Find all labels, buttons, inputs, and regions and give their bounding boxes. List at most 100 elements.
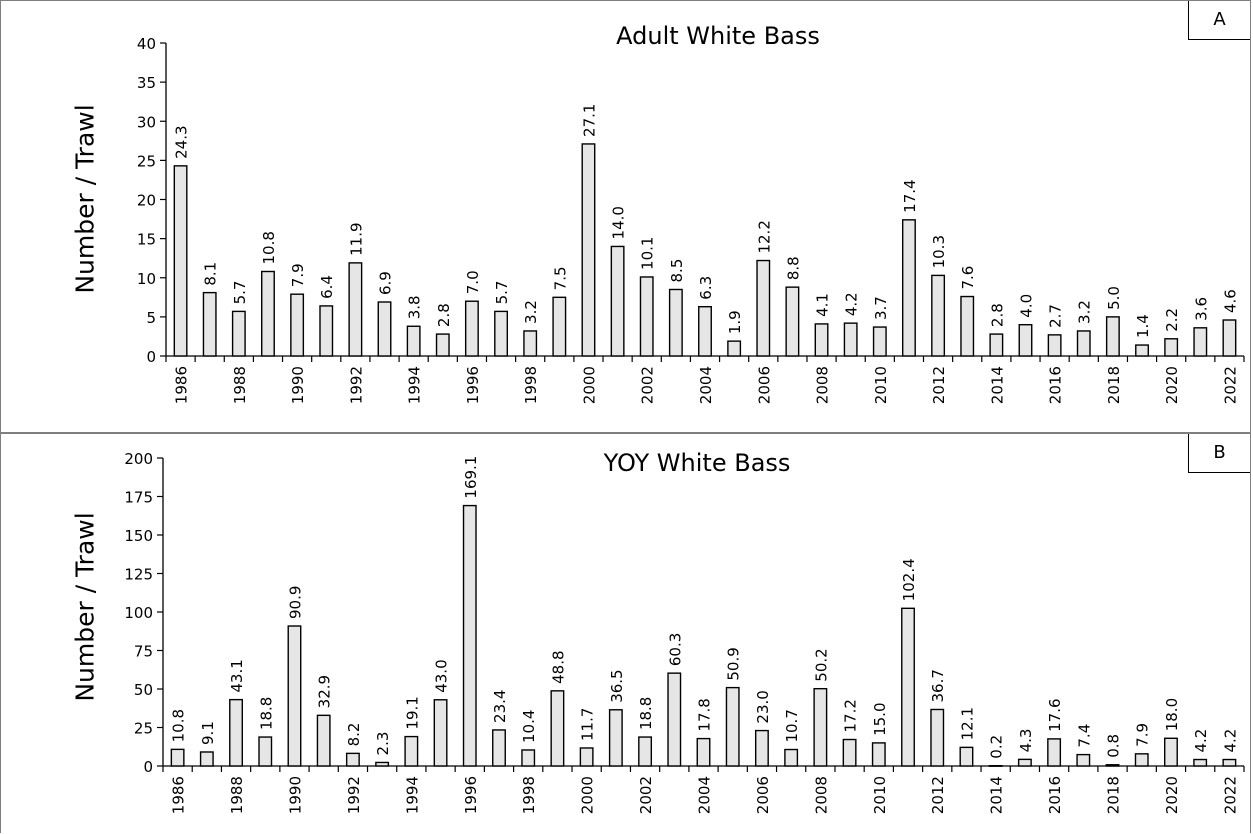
bar [202,291,217,357]
bar [287,625,302,767]
data-label: 48.8 [549,650,567,683]
bar [1105,764,1120,767]
x-tick-label: 2002 [639,366,657,404]
data-label: 7.5 [551,266,569,290]
data-label: 12.1 [958,707,976,740]
bar [638,736,653,767]
bar [756,259,771,357]
bar [696,737,711,767]
data-label: 18.8 [637,697,655,730]
x-tick-label: 1990 [289,366,307,404]
bar [345,752,360,767]
bar [1076,753,1091,767]
chart-panel-adult: A Adult White Bass Number / Trawl 0 5 10 15… [0,0,1251,433]
y-tick-label: 75 [134,643,153,661]
x-tick-label: 1998 [520,776,538,814]
bar [754,729,769,767]
data-label: 7.6 [959,266,977,290]
bar [1222,319,1237,357]
data-label: 2.7 [1047,304,1065,328]
bar [1047,738,1062,767]
bar [377,301,392,357]
bar [989,333,1004,357]
data-label: 2.2 [1163,308,1181,332]
x-tick-label: 2000 [580,366,598,404]
bar [1135,344,1149,357]
data-label: 32.9 [316,675,334,708]
data-label: 17.8 [696,698,714,731]
data-label: 23.4 [491,690,509,723]
x-tick-label: 2006 [755,366,773,404]
data-label: 23.0 [754,690,772,723]
y-tick-label: 100 [124,604,153,622]
data-label: 4.0 [1017,294,1035,318]
bar [404,735,419,767]
bar [173,165,188,357]
data-label: 36.5 [608,669,626,702]
bar [290,293,305,357]
data-label: 1.4 [1134,314,1152,338]
data-label: 0.2 [988,735,1006,759]
x-tick-label: 2022 [1221,366,1239,404]
data-label: 0.8 [1105,734,1123,758]
data-label: 17.2 [842,699,860,732]
data-label: 7.0 [464,270,482,294]
bar [1164,338,1179,357]
bar [552,296,567,357]
x-tick-label: 2018 [1105,366,1123,404]
bar [375,761,390,767]
data-label: 9.1 [199,721,217,745]
data-label: 7.4 [1075,724,1093,748]
bar [814,323,829,357]
data-label: 4.2 [1221,729,1239,753]
bar [639,276,654,357]
x-tick-label: 1994 [403,776,421,814]
bar [725,686,740,767]
data-label: 8.5 [668,259,686,283]
data-label: 14.0 [610,206,628,239]
y-tick-label: 125 [124,566,153,584]
bar [610,245,625,357]
bar [316,714,331,767]
bar [842,738,857,767]
data-label: 2.3 [374,732,392,756]
bar [492,729,506,767]
data-label: 5.0 [1105,286,1123,310]
x-tick-label: 2008 [812,776,830,814]
bar [1164,737,1178,767]
data-label: 17.6 [1046,698,1064,731]
y-tick-label: 20 [137,192,156,210]
data-label: 43.0 [433,659,451,692]
bar [698,306,712,357]
bar [1193,758,1208,767]
y-tick-label: 15 [137,231,156,249]
data-label: 18.8 [257,697,275,730]
bar [813,687,828,767]
bar [170,748,185,767]
x-tick-label: 2010 [871,776,889,814]
x-tick-label: 2000 [579,776,597,814]
bar-chart-adult: 0 5 10 15 20 25 30 35 40 24.3 8.1 5.7 10.8 7.9 6.4 11.9… [137,35,1245,404]
bar [521,749,536,767]
x-tick-label: 2016 [1046,776,1064,814]
x-tick-label: 1996 [464,366,482,404]
x-tick-label: 2012 [930,366,948,404]
y-tick-label: 5 [146,309,156,327]
data-label: 6.3 [697,276,715,300]
x-tick-label: 2018 [1105,776,1123,814]
data-label: 169.1 [462,456,480,499]
data-label: 4.1 [814,293,832,317]
bar [668,288,683,357]
data-label: 11.7 [579,708,597,741]
y-tick-label: 50 [134,681,153,699]
data-label: 8.8 [784,256,802,280]
data-label: 60.3 [666,633,684,666]
data-label: 4.6 [1221,289,1239,313]
data-label: 3.2 [1076,300,1094,324]
bar [727,340,742,357]
data-label: 24.3 [173,125,191,158]
bar [406,325,421,357]
x-tick-label: 2020 [1163,366,1181,404]
data-label: 15.0 [871,702,889,735]
x-tick-label: 2022 [1221,776,1239,814]
